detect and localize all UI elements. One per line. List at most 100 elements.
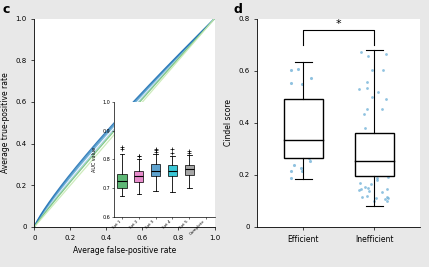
Point (366, 162, 372, 167)
Point (306, 110, 313, 115)
Point (381, 173, 388, 178)
Point (381, 157, 388, 161)
Point (380, 160, 387, 164)
Point (375, 172, 382, 177)
Point (374, 178, 381, 183)
Text: c: c (2, 3, 9, 16)
Point (367, 135, 374, 139)
Point (356, 87, 363, 91)
Point (294, 103, 301, 107)
Point (382, 96, 389, 101)
Text: d: d (234, 3, 243, 16)
Point (368, 182, 375, 186)
Point (357, 181, 364, 185)
Point (359, 134, 366, 138)
Bar (284, 99, 323, 158)
Point (363, 163, 370, 167)
Point (288, 125, 295, 129)
Point (385, 147, 392, 151)
Point (375, 135, 382, 139)
Point (369, 141, 376, 145)
Point (385, 166, 392, 170)
Point (363, 85, 370, 90)
Point (357, 138, 364, 142)
Point (367, 163, 374, 167)
Y-axis label: Average true-positive rate: Average true-positive rate (1, 72, 10, 173)
Point (364, 54, 371, 58)
Point (379, 68, 386, 72)
Point (372, 143, 379, 147)
Point (375, 90, 381, 94)
Point (384, 195, 391, 200)
Point (312, 150, 319, 155)
Point (294, 67, 301, 71)
Point (357, 187, 364, 191)
Point (369, 135, 376, 139)
Point (365, 166, 372, 170)
Point (382, 52, 389, 56)
Point (371, 141, 378, 145)
Point (304, 99, 311, 103)
Point (356, 159, 363, 163)
Point (298, 166, 305, 171)
Point (297, 153, 304, 157)
Y-axis label: Cindel score: Cindel score (224, 99, 233, 146)
Point (373, 176, 380, 180)
Point (307, 127, 314, 132)
Point (369, 140, 376, 145)
Bar (355, 133, 394, 176)
Point (377, 160, 384, 164)
Point (357, 49, 364, 54)
Point (362, 143, 369, 148)
Point (356, 188, 363, 192)
Point (385, 148, 392, 153)
Point (374, 138, 381, 143)
Point (288, 81, 295, 85)
Point (363, 165, 370, 170)
Point (383, 171, 390, 175)
Point (378, 135, 385, 139)
Point (310, 155, 317, 160)
Point (373, 195, 380, 200)
Point (365, 144, 372, 148)
Point (381, 197, 388, 202)
Point (369, 95, 375, 99)
Point (364, 107, 371, 111)
Point (294, 108, 301, 112)
Point (361, 161, 368, 165)
Point (291, 163, 298, 167)
Point (387, 171, 393, 175)
Point (363, 193, 370, 198)
Point (363, 80, 370, 85)
Point (290, 142, 297, 146)
Point (384, 159, 391, 163)
Point (362, 185, 369, 190)
Point (287, 176, 294, 180)
Point (369, 139, 375, 144)
Point (307, 159, 314, 163)
Point (301, 154, 308, 158)
Point (366, 151, 372, 155)
Point (382, 166, 389, 170)
Point (378, 190, 385, 194)
Point (293, 150, 299, 154)
Point (382, 148, 389, 152)
Point (364, 159, 371, 163)
Point (378, 145, 384, 150)
Point (360, 148, 366, 152)
Point (369, 68, 375, 73)
Point (299, 168, 305, 173)
Point (367, 135, 374, 139)
Point (360, 165, 366, 170)
Point (288, 68, 295, 72)
Point (301, 111, 308, 115)
Point (386, 156, 393, 160)
Point (287, 169, 294, 174)
Point (378, 107, 385, 111)
Point (359, 163, 366, 167)
Point (363, 138, 370, 142)
Point (369, 162, 375, 166)
Point (384, 199, 390, 203)
Point (306, 156, 313, 160)
Point (366, 164, 373, 168)
